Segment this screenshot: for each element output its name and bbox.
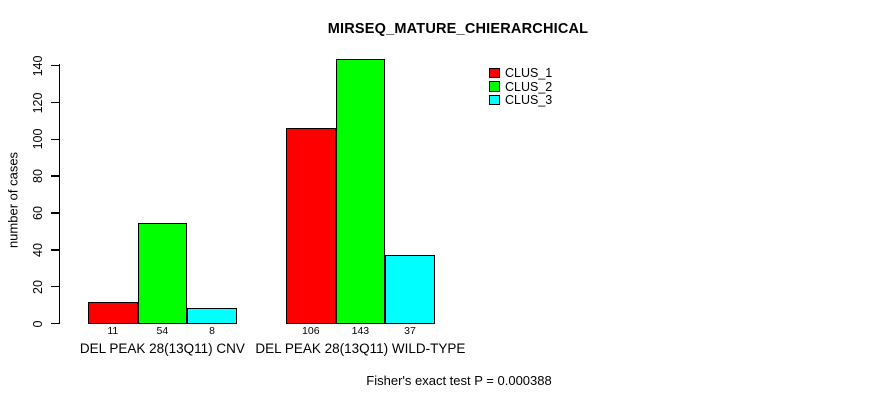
legend: CLUS_1 CLUS_2 CLUS_3 — [489, 67, 552, 107]
legend-label: CLUS_1 — [505, 66, 553, 81]
y-tick-label: 80 — [31, 169, 45, 184]
y-tick-mark — [50, 322, 59, 325]
category-label: DEL PEAK 28(13Q11) CNV — [79, 340, 245, 356]
bar-value-label: 106 — [302, 324, 320, 337]
y-tick-mark — [50, 101, 59, 104]
y-tick-mark — [50, 212, 59, 214]
bar-clus_3-group2 — [385, 254, 435, 325]
y-tick-label: 60 — [31, 206, 45, 220]
y-tick-mark — [50, 175, 59, 177]
y-tick-label: 100 — [31, 128, 45, 150]
y-tick-mark — [50, 64, 59, 67]
bar-value-label: 54 — [156, 324, 169, 337]
legend-label: CLUS_3 — [505, 92, 553, 107]
bar-clus_2-group1 — [137, 223, 188, 325]
y-tick-mark — [50, 285, 59, 288]
legend-swatch-icon — [489, 81, 500, 92]
bar-value-label: 11 — [107, 324, 119, 337]
legend-item-clus_3: CLUS_3 — [489, 93, 552, 106]
category-label: DEL PEAK 28(13Q11) WILD-TYPE — [255, 340, 466, 356]
bar-clus_1-group2 — [286, 127, 336, 325]
y-tick-label: 120 — [31, 92, 45, 113]
bar-clus_1-group1 — [88, 302, 138, 325]
y-tick-mark — [50, 138, 59, 141]
y-tick-label: 0 — [31, 320, 45, 327]
y-tick-label: 20 — [31, 279, 45, 294]
bar-value-label: 143 — [351, 324, 370, 337]
bar-value-label: 37 — [404, 324, 416, 337]
bar-clus_3-group1 — [187, 308, 237, 325]
y-tick-mark — [50, 249, 59, 251]
annotation-text: Fisher's exact test P = 0.000388 — [366, 372, 552, 388]
chart-title: MIRSEQ_MATURE_CHIERARCHICAL — [327, 21, 589, 37]
bar-value-label: 8 — [209, 324, 215, 337]
legend-label: CLUS_2 — [505, 79, 553, 94]
legend-item-clus_2: CLUS_2 — [489, 80, 552, 93]
y-axis-line — [58, 64, 61, 324]
y-tick-label: 40 — [31, 242, 45, 257]
legend-swatch-icon — [489, 94, 500, 106]
legend-swatch-icon — [489, 67, 500, 79]
bar-clus_2-group2 — [335, 59, 386, 325]
y-tick-label: 140 — [31, 55, 45, 77]
legend-item-clus_1: CLUS_1 — [489, 67, 552, 80]
